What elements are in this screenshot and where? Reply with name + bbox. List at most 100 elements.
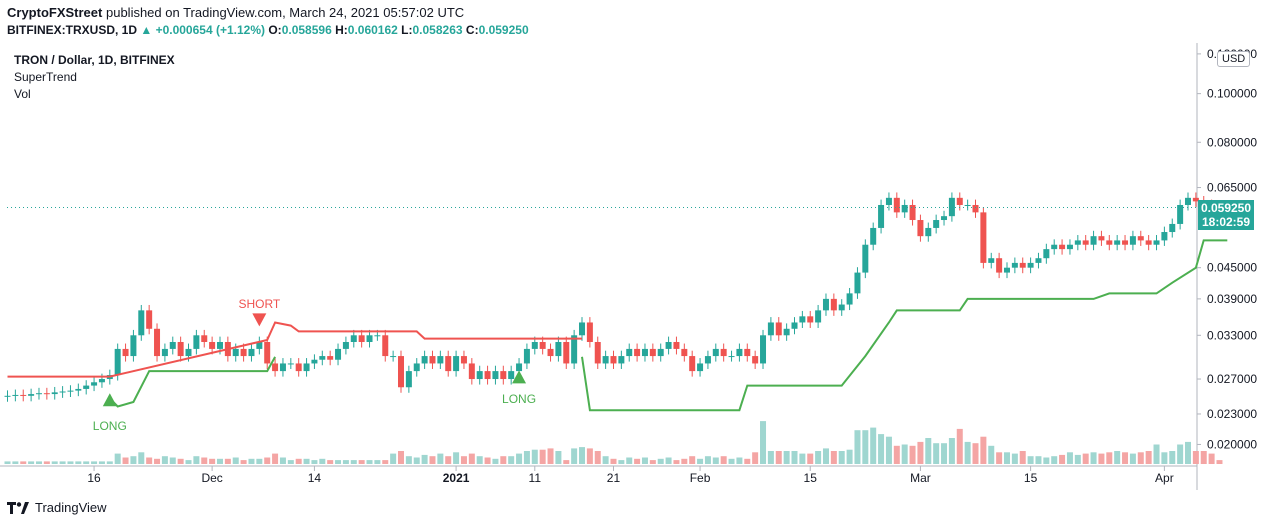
x-tick-label: 21 <box>607 471 621 485</box>
volume-bar <box>901 444 908 464</box>
volume-bar <box>610 458 617 464</box>
volume-bar <box>484 457 491 464</box>
candle-body <box>91 382 98 386</box>
y-tick-label: 0.045000 <box>1207 261 1257 275</box>
candle-body <box>500 371 507 380</box>
volume-bar <box>59 461 66 464</box>
candle-body <box>1129 236 1136 245</box>
volume-bar <box>1192 451 1199 464</box>
volume-bar <box>342 460 349 464</box>
candle-body <box>1074 240 1081 245</box>
author-name[interactable]: CryptoFXStreet <box>7 5 103 20</box>
volume-bar <box>20 461 27 464</box>
y-tick-label: 0.065000 <box>1207 181 1257 195</box>
volume-bar <box>28 461 35 464</box>
volume-bar <box>673 460 680 464</box>
candle-body <box>216 341 223 349</box>
candle-body <box>138 310 145 336</box>
candle-body <box>728 356 735 358</box>
supertrend-line <box>7 321 582 378</box>
volume-bar <box>1122 452 1129 464</box>
candle-body <box>335 348 342 360</box>
candle-body <box>264 341 271 364</box>
volume-bar <box>964 441 971 464</box>
candle-body <box>248 348 255 357</box>
legend-supertrend[interactable]: SuperTrend <box>14 70 77 84</box>
candle-body <box>114 348 121 376</box>
candle-body <box>311 359 318 364</box>
candle-body <box>445 356 452 372</box>
volume-bar <box>1035 456 1042 464</box>
volume-bar <box>516 453 523 464</box>
x-tick-label: 14 <box>308 471 322 485</box>
volume-bar <box>35 461 42 464</box>
candle-body <box>822 298 829 311</box>
legend-volume[interactable]: Vol <box>14 87 31 101</box>
volume-bar <box>319 458 326 464</box>
volume-bar <box>563 460 570 464</box>
candle-body <box>51 392 58 395</box>
candle-body <box>405 371 412 388</box>
candle-body <box>398 356 404 388</box>
volume-bar <box>752 452 759 464</box>
candle-body <box>799 316 806 323</box>
long-signal-label: LONG <box>93 419 127 433</box>
volume-bar <box>744 458 751 464</box>
candle-body <box>594 341 601 364</box>
candle-body <box>1090 236 1097 245</box>
footer-brand[interactable]: TradingView <box>35 500 107 515</box>
symbol-label: BITFINEX:TRXUSD, 1D <box>7 23 138 37</box>
volume-bar <box>122 457 129 464</box>
candle-body <box>508 371 515 380</box>
candle-body <box>1114 240 1121 245</box>
candle-body <box>712 348 719 357</box>
change-value: ▲ +0.000654 (+1.12%) <box>140 23 265 37</box>
long-signal-marker <box>512 370 527 384</box>
close-label: C: <box>465 23 479 37</box>
candle-body <box>634 348 641 357</box>
volume-bar <box>736 457 743 464</box>
volume-bar <box>539 449 546 464</box>
currency-badge[interactable]: USD <box>1217 51 1251 67</box>
volume-bar <box>311 460 318 464</box>
volume-bar <box>4 461 11 464</box>
candle-body <box>704 356 711 364</box>
candle-body <box>846 293 853 305</box>
volume-bar <box>594 451 601 464</box>
candle-body <box>870 227 877 245</box>
candle-body <box>1003 267 1010 273</box>
volume-bar <box>437 453 444 464</box>
volume-bar <box>1019 451 1026 464</box>
volume-bar <box>626 457 633 464</box>
x-tick-label: 11 <box>529 471 542 485</box>
y-tick-label: 0.039000 <box>1207 292 1257 306</box>
candle-body <box>1051 244 1058 250</box>
candle-body <box>681 348 688 357</box>
candle-body <box>154 328 161 357</box>
volume-bar <box>634 458 641 464</box>
candle-body <box>791 322 798 329</box>
chart-legend: TRON / Dollar, 1D, BITFINEX SuperTrend V… <box>14 52 175 103</box>
candle-body <box>279 363 286 372</box>
volume-bar <box>862 430 869 464</box>
candle-body <box>760 335 767 364</box>
ohlc-bar: BITFINEX:TRXUSD, 1D ▲ +0.000654 (+1.12%)… <box>7 22 529 38</box>
candle-body <box>775 322 782 336</box>
legend-title[interactable]: TRON / Dollar, 1D, BITFINEX <box>14 53 175 67</box>
candle-body <box>1145 240 1152 245</box>
candle-body <box>83 385 90 389</box>
y-tick-label: 0.033000 <box>1207 328 1257 342</box>
volume-bar <box>681 458 688 464</box>
volume-bar <box>807 453 814 464</box>
candle-body <box>193 335 200 349</box>
candle-body <box>1082 240 1089 245</box>
volume-bar <box>1051 456 1058 464</box>
candle-body <box>972 204 979 213</box>
volume-bar <box>327 460 334 464</box>
volume-bar <box>295 458 302 464</box>
candle-body <box>925 227 932 237</box>
candle-body <box>752 356 759 364</box>
volume-bar <box>216 458 223 464</box>
volume-bar <box>579 447 586 464</box>
